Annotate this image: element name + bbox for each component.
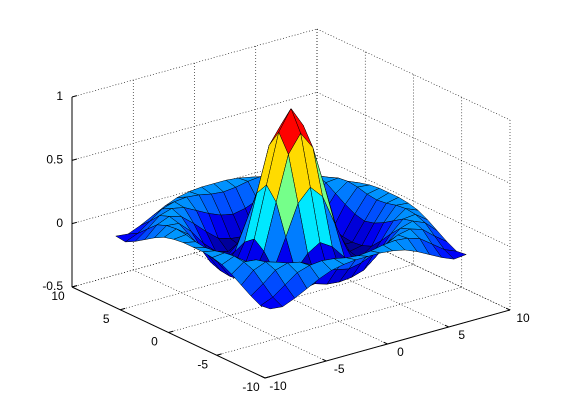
y-tick-label: 0 [151,335,158,349]
x-tick-label: 5 [458,328,465,342]
z-tick-label: -0.5 [42,279,63,293]
grid-line [216,286,462,356]
y-tick-label: -5 [197,357,208,371]
grid-line [71,155,318,224]
x-tick-label: -5 [334,362,345,376]
y-tick [120,307,126,311]
y-tick [216,353,222,356]
z-tick [71,158,78,161]
y-tick-label: -10 [242,380,260,394]
grid-line [168,264,414,333]
z-tick-label: 0 [56,216,63,230]
z-tick [71,95,78,98]
surface-face [260,296,283,310]
x-tick [505,307,511,311]
z-tick [71,285,78,288]
grid-line [133,269,327,362]
y-tick [168,330,174,333]
x-tick [260,375,266,379]
grid-line [316,155,511,247]
grid-line [71,92,318,161]
z-tick [71,221,78,225]
y-tick [264,376,271,379]
z-tick-label: 0.5 [46,153,63,167]
grid-line [316,92,511,184]
x-tick-label: -10 [269,379,287,393]
grid-line [71,218,318,288]
grid-line [120,241,366,311]
z-tick-label: 1 [56,89,63,103]
x-tick-label: 10 [516,311,530,325]
x-tick [383,341,388,345]
grid-line [71,28,318,98]
x-tick [322,358,327,362]
y-tick-label: 5 [103,312,110,326]
y-tick-label: 10 [51,289,65,303]
grid-line [316,28,511,121]
x-tick-label: 0 [397,345,404,359]
grid-line [316,218,511,311]
x-tick [444,324,449,328]
